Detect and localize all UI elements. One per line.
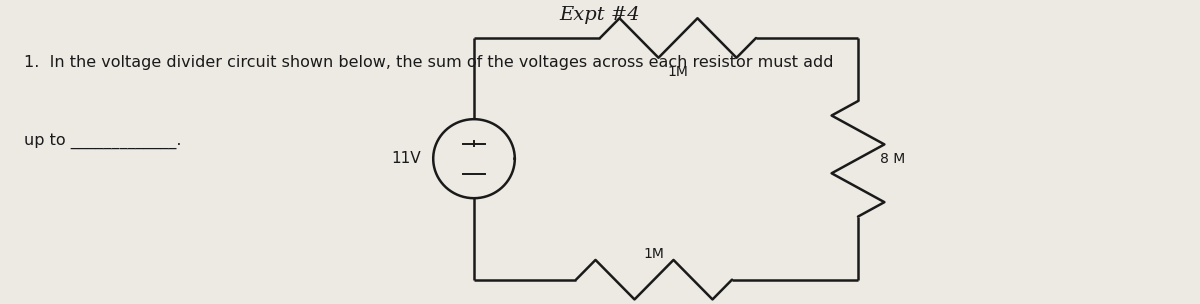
Text: Expt #4: Expt #4 xyxy=(559,6,641,24)
Text: 1.  In the voltage divider circuit shown below, the sum of the voltages across e: 1. In the voltage divider circuit shown … xyxy=(24,55,834,70)
Text: 11V: 11V xyxy=(391,151,421,166)
Text: 1M: 1M xyxy=(667,65,689,79)
Text: up to _____________.: up to _____________. xyxy=(24,134,181,150)
Text: 1M: 1M xyxy=(643,247,665,261)
Text: 8 M: 8 M xyxy=(880,152,905,166)
